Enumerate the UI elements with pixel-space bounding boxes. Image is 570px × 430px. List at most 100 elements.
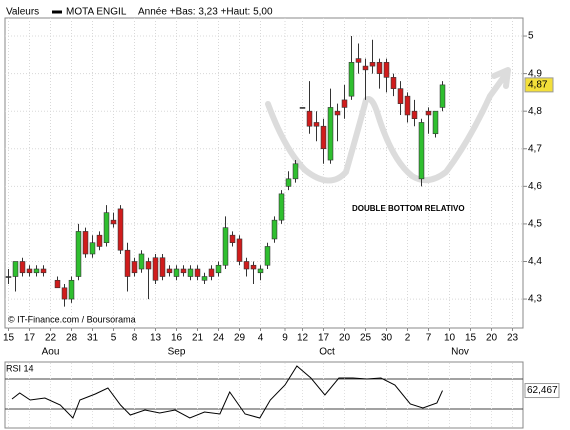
candle-body [236, 238, 243, 262]
candle-body [250, 264, 257, 270]
candle-body [334, 110, 341, 116]
rsi-title: RSI 14 [6, 363, 34, 373]
candle-body [390, 77, 397, 89]
x-tick-label: 7 [426, 333, 432, 344]
candle-body [54, 279, 61, 289]
candle-body [376, 62, 383, 74]
candle-body [285, 178, 292, 187]
candle-body [96, 234, 103, 247]
candle-body [208, 268, 215, 277]
x-tick-label: 12 [297, 333, 309, 344]
x-tick-label: 24 [213, 333, 225, 344]
credit: © IT-Finance.com / Boursorama [8, 314, 136, 324]
month-label: Oct [319, 347, 335, 358]
last-price-label: 4,87 [528, 80, 548, 91]
y-tick-label: 4,9 [528, 68, 542, 79]
candle-body [75, 231, 82, 277]
month-label: Sep [168, 347, 186, 358]
stock-name: MOTA ENGIL [66, 7, 127, 18]
candle-body [82, 231, 89, 255]
x-tick-label: 25 [360, 333, 372, 344]
menu[interactable]: Valeurs [6, 7, 39, 18]
candle-body [313, 122, 320, 127]
x-tick-label: 21 [192, 333, 204, 344]
candle-body [173, 268, 180, 277]
x-tick-label: 29 [234, 333, 246, 344]
x-tick-label: 17 [318, 333, 330, 344]
year-range: Année +Bas: 3,23 +Haut: 5,00 [138, 7, 273, 18]
x-tick-label: 16 [171, 333, 183, 344]
candle-body [425, 110, 432, 116]
candle-body [110, 219, 117, 225]
candle-body [299, 107, 306, 109]
rsi-line [11, 365, 443, 419]
candle-body [411, 110, 418, 120]
x-tick-label: 5 [111, 333, 117, 344]
candle-body [68, 279, 75, 300]
annotation: DOUBLE BOTTOM RELATIVO [352, 204, 465, 213]
candle-body [222, 227, 229, 266]
candle-body [306, 110, 313, 127]
candle-body [397, 88, 404, 104]
candle-body [180, 268, 187, 274]
candle-body [103, 212, 110, 244]
candle-body [5, 276, 12, 278]
x-tick-label: 4 [258, 333, 264, 344]
candle-body [201, 276, 208, 281]
candle-body [439, 84, 446, 108]
candle-body [124, 249, 131, 277]
candle-body [152, 257, 159, 281]
candle-body [145, 261, 152, 270]
candle-body [19, 261, 26, 274]
candle-body [257, 268, 264, 274]
x-tick-label: 10 [444, 333, 456, 344]
candle-body [327, 107, 334, 161]
candle-body [369, 62, 376, 67]
candle-body [383, 62, 390, 78]
pattern-drawing [265, 67, 511, 184]
month-label: Nov [451, 347, 469, 358]
candle-body [229, 234, 236, 244]
candle-body [117, 208, 124, 251]
x-tick-label: 22 [45, 333, 57, 344]
y-tick-label: 4,5 [528, 219, 542, 230]
candle-body [404, 95, 411, 116]
rsi-last-label: 62,467 [527, 385, 558, 396]
candle-body [362, 65, 369, 71]
x-tick-label: 13 [150, 333, 162, 344]
candle-body [138, 253, 145, 270]
month-label: Aou [42, 347, 60, 358]
candle-body [40, 268, 47, 274]
candle-body [166, 268, 173, 274]
candle-body [292, 163, 299, 180]
y-tick-label: 4,7 [528, 143, 542, 154]
candle-body [341, 99, 348, 108]
candle-body [89, 242, 96, 255]
candle-body [355, 58, 362, 63]
x-tick-label: 20 [339, 333, 351, 344]
rsi-last-box [524, 383, 560, 399]
candle-body [348, 62, 355, 97]
x-tick-label: 17 [24, 333, 36, 344]
x-tick-label: 2 [405, 333, 411, 344]
x-tick-label: 23 [507, 333, 519, 344]
candle-body [320, 125, 327, 150]
candle-body [215, 264, 222, 274]
x-tick-label: 31 [87, 333, 99, 344]
candle-body [243, 261, 250, 270]
candle-body [194, 268, 201, 277]
candle-body [432, 110, 439, 135]
x-tick-label: 8 [132, 333, 138, 344]
y-tick-label: 5 [528, 31, 534, 42]
x-tick-label: 15 [3, 333, 15, 344]
last-price-box [524, 77, 554, 93]
y-tick-label: 4,4 [528, 256, 542, 267]
candle-body [33, 268, 40, 274]
x-tick-label: 15 [465, 333, 477, 344]
candle-body [271, 219, 278, 240]
candle-body [418, 122, 425, 180]
candle-body [26, 268, 33, 274]
x-tick-label: 9 [282, 333, 288, 344]
